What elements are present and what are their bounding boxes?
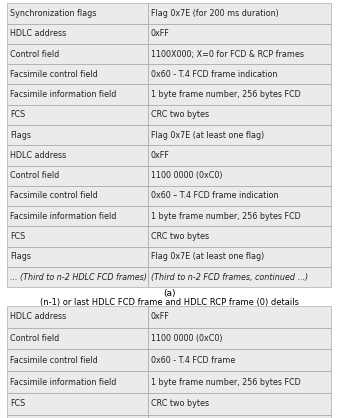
Bar	[148, 186, 331, 206]
Bar	[7, 393, 148, 415]
Bar	[148, 3, 331, 24]
Bar	[7, 186, 148, 206]
Text: CRC two bytes: CRC two bytes	[151, 232, 209, 241]
Bar	[148, 415, 331, 418]
Bar	[148, 105, 331, 125]
Bar	[7, 247, 148, 267]
Bar	[148, 44, 331, 64]
Text: CRC two bytes: CRC two bytes	[151, 110, 209, 120]
Bar	[148, 267, 331, 287]
Text: FCS: FCS	[10, 110, 25, 120]
Text: Facsimile control field: Facsimile control field	[10, 191, 98, 201]
Bar	[7, 125, 148, 145]
Text: 1100 0000 (0xC0): 1100 0000 (0xC0)	[151, 171, 222, 180]
Text: 0xFF: 0xFF	[151, 312, 169, 321]
Bar	[7, 3, 148, 24]
Bar	[7, 206, 148, 227]
Text: 0xFF: 0xFF	[151, 151, 169, 160]
Bar	[7, 105, 148, 125]
Text: FCS: FCS	[10, 399, 25, 408]
Text: Flags: Flags	[10, 130, 31, 140]
Bar	[148, 247, 331, 267]
Bar	[7, 64, 148, 84]
Text: 1100X000; X=0 for FCD & RCP frames: 1100X000; X=0 for FCD & RCP frames	[151, 49, 304, 59]
Text: Facsimile control field: Facsimile control field	[10, 70, 98, 79]
Text: Flags: Flags	[10, 252, 31, 261]
Text: Control field: Control field	[10, 334, 59, 343]
Text: (n-1) or last HDLC FCD frame and HDLC RCP frame (0) details: (n-1) or last HDLC FCD frame and HDLC RC…	[40, 298, 298, 308]
Text: CRC two bytes: CRC two bytes	[151, 399, 209, 408]
Text: 1 byte frame number, 256 bytes FCD: 1 byte frame number, 256 bytes FCD	[151, 377, 300, 387]
Bar	[148, 145, 331, 166]
Text: 0xFF: 0xFF	[151, 29, 169, 38]
Text: 0x60 – T.4 FCD frame indication: 0x60 – T.4 FCD frame indication	[151, 191, 278, 201]
Text: Synchronization flags: Synchronization flags	[10, 9, 97, 18]
Text: HDLC address: HDLC address	[10, 151, 66, 160]
Text: FCS: FCS	[10, 232, 25, 241]
Text: Flag 0x7E (at least one flag): Flag 0x7E (at least one flag)	[151, 130, 264, 140]
Bar	[7, 145, 148, 166]
Bar	[148, 206, 331, 227]
Bar	[148, 84, 331, 105]
Text: Control field: Control field	[10, 171, 59, 180]
Text: HDLC address: HDLC address	[10, 29, 66, 38]
Bar	[148, 64, 331, 84]
Bar	[7, 166, 148, 186]
Text: Flag 0x7E (at least one flag): Flag 0x7E (at least one flag)	[151, 252, 264, 261]
Bar	[148, 328, 331, 349]
Bar	[7, 44, 148, 64]
Bar	[148, 393, 331, 415]
Text: (a): (a)	[163, 289, 175, 298]
Bar	[7, 267, 148, 287]
Text: Control field: Control field	[10, 49, 59, 59]
Bar	[148, 371, 331, 393]
Bar	[7, 371, 148, 393]
Bar	[7, 415, 148, 418]
Text: 1 byte frame number, 256 bytes FCD: 1 byte frame number, 256 bytes FCD	[151, 212, 300, 221]
Text: Facsimile information field: Facsimile information field	[10, 377, 117, 387]
Text: (Third to n-2 FCD frames, continued ...): (Third to n-2 FCD frames, continued ...)	[151, 273, 308, 282]
Text: 0x60 - T.4 FCD frame indication: 0x60 - T.4 FCD frame indication	[151, 70, 277, 79]
Text: 1 byte frame number, 256 bytes FCD: 1 byte frame number, 256 bytes FCD	[151, 90, 300, 99]
Text: 1100 0000 (0xC0): 1100 0000 (0xC0)	[151, 334, 222, 343]
Text: Facsimile information field: Facsimile information field	[10, 212, 117, 221]
Bar	[148, 227, 331, 247]
Text: Flag 0x7E (for 200 ms duration): Flag 0x7E (for 200 ms duration)	[151, 9, 279, 18]
Bar	[148, 23, 331, 44]
Text: 0x60 - T.4 FCD frame: 0x60 - T.4 FCD frame	[151, 356, 235, 365]
Text: Facsimile information field: Facsimile information field	[10, 90, 117, 99]
Text: HDLC address: HDLC address	[10, 312, 66, 321]
Bar	[7, 23, 148, 44]
Bar	[7, 84, 148, 105]
Bar	[7, 227, 148, 247]
Bar	[148, 306, 331, 328]
Bar	[7, 328, 148, 349]
Bar	[7, 349, 148, 371]
Bar	[7, 306, 148, 328]
Bar	[148, 349, 331, 371]
Bar	[148, 125, 331, 145]
Text: ... (Third to n-2 HDLC FCD frames): ... (Third to n-2 HDLC FCD frames)	[10, 273, 147, 282]
Text: Facsimile control field: Facsimile control field	[10, 356, 98, 365]
Bar	[148, 166, 331, 186]
